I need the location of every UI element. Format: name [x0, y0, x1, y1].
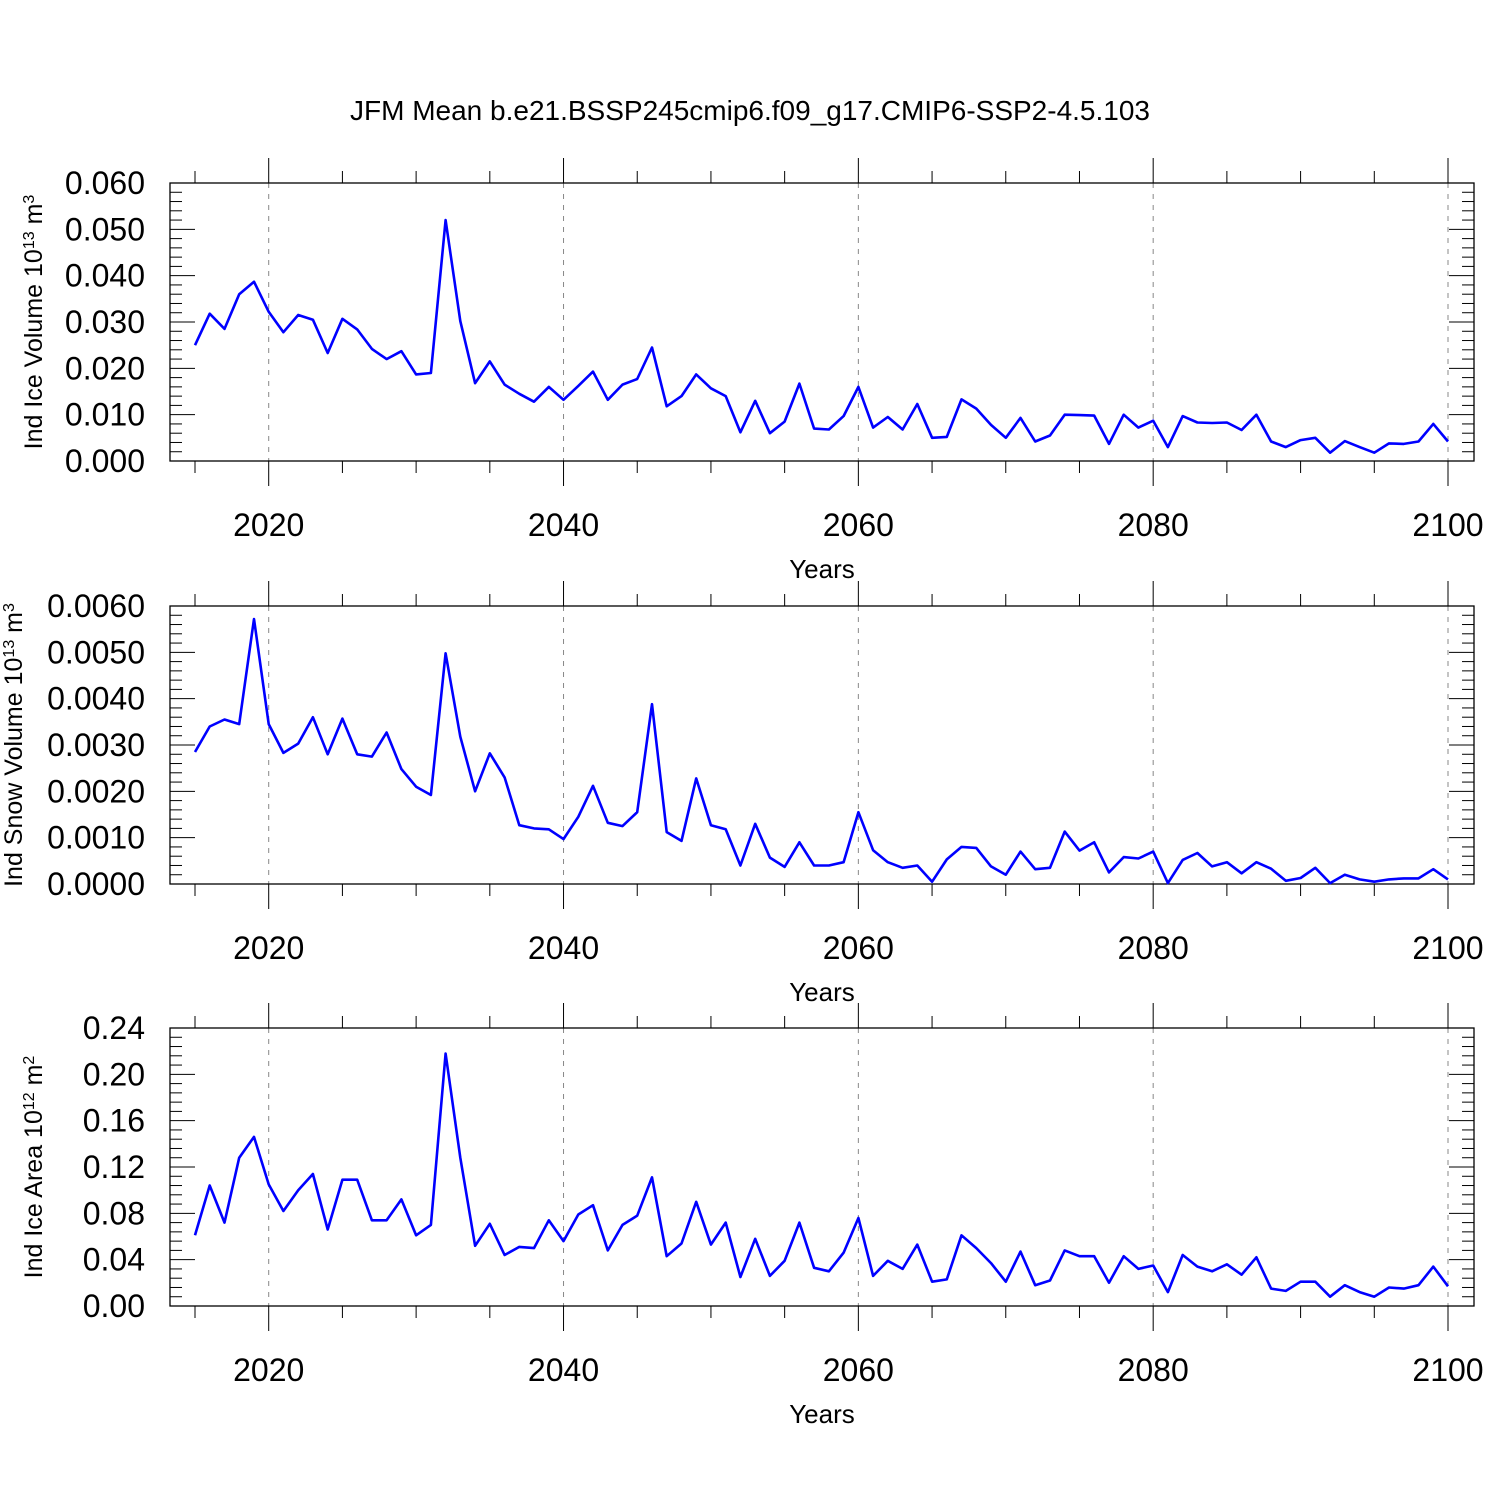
y-tick-label: 0.040 — [65, 258, 145, 294]
y-tick-label: 0.04 — [83, 1242, 145, 1278]
x-tick-label: 2100 — [1412, 930, 1483, 966]
x-tick-label: 2040 — [528, 930, 599, 966]
x-tick-label: 2020 — [233, 507, 304, 543]
series-line-1 — [193, 218, 1449, 455]
series-line-1 — [193, 617, 1449, 885]
y-tick-label: 0.24 — [83, 1010, 145, 1046]
y-tick-label: 0.08 — [83, 1195, 145, 1231]
y-tick-label: 0.000 — [65, 443, 145, 479]
plot-frame — [169, 182, 1475, 462]
y-tick-label: 0.00 — [83, 1288, 145, 1324]
x-tick-label: 2040 — [528, 507, 599, 543]
x-tick-label: 2020 — [233, 930, 304, 966]
y-tick-label: 0.020 — [65, 350, 145, 386]
y-tick-label: 0.0010 — [47, 820, 145, 856]
y-tick-label: 0.0060 — [47, 588, 145, 624]
y-tick-label: 0.20 — [83, 1056, 145, 1092]
x-tick-label: 2020 — [233, 1352, 304, 1388]
chart-panel-2: 2020 2040 2060 2080 2100 Years 0.0000 0.0010 0.0… — [0, 581, 1484, 1007]
chart-panel-1: 2020 2040 2060 2080 2100 Years 0.000 0.010 0.020… — [20, 158, 1484, 584]
y-tick-label: 0.16 — [83, 1103, 145, 1139]
y-axis-label: Ind Snow Volume 1013 m3 — [0, 603, 28, 887]
x-tick-label: 2080 — [1118, 1352, 1189, 1388]
x-tick-label: 2040 — [528, 1352, 599, 1388]
plot-frame — [169, 605, 1475, 885]
y-axis-label: Ind Ice Volume 1013 m3 — [20, 195, 48, 450]
x-axis-label: Years — [789, 554, 855, 584]
y-tick-label: 0.0040 — [47, 681, 145, 717]
x-tick-label: 2080 — [1118, 930, 1189, 966]
plot-frame — [169, 1027, 1475, 1307]
x-tick-label: 2060 — [823, 930, 894, 966]
x-tick-label: 2080 — [1118, 507, 1189, 543]
y-tick-label: 0.0020 — [47, 773, 145, 809]
figure-title: JFM Mean b.e21.BSSP245cmip6.f09_g17.CMIP… — [350, 95, 1150, 126]
x-tick-label: 2100 — [1412, 507, 1483, 543]
x-tick-label: 2060 — [823, 1352, 894, 1388]
y-tick-label: 0.060 — [65, 165, 145, 201]
series-line-1 — [193, 1052, 1450, 1298]
x-tick-label: 2100 — [1412, 1352, 1483, 1388]
y-axis-label: Ind Ice Area 1012 m2 — [20, 1056, 48, 1279]
x-axis-label: Years — [789, 1399, 855, 1429]
x-axis-label: Years — [789, 977, 855, 1007]
y-tick-label: 0.010 — [65, 397, 145, 433]
chart-panel-3: 2020 2040 2060 2080 2100 Years 0.00 0.04 0.08 0.1… — [20, 1003, 1484, 1429]
y-tick-label: 0.0030 — [47, 727, 145, 763]
y-tick-label: 0.050 — [65, 211, 145, 247]
y-tick-label: 0.0000 — [47, 866, 145, 902]
y-tick-label: 0.0050 — [47, 634, 145, 670]
y-tick-label: 0.030 — [65, 304, 145, 340]
x-tick-label: 2060 — [823, 507, 894, 543]
y-tick-label: 0.12 — [83, 1149, 145, 1185]
